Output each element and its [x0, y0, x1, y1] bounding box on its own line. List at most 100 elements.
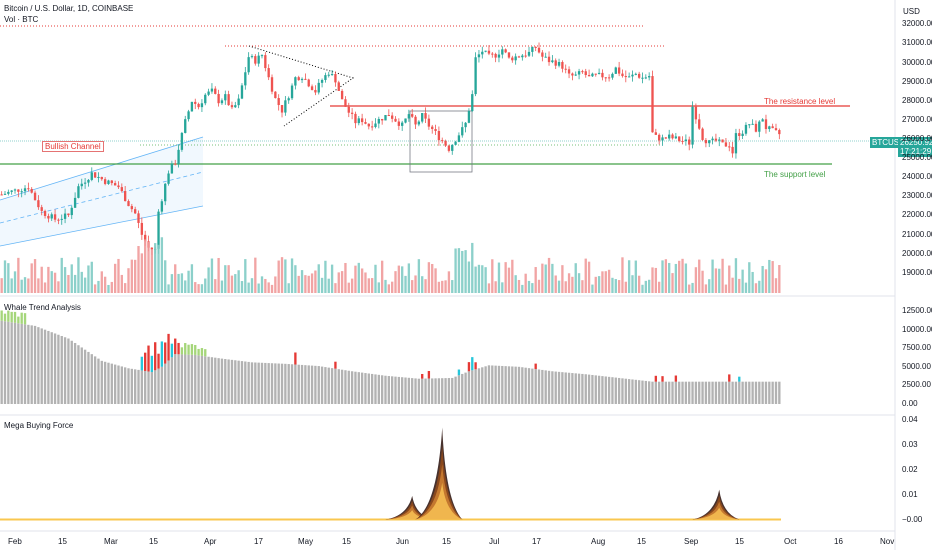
- whale-bar: [711, 381, 714, 404]
- volume-bar: [524, 273, 527, 293]
- whale-bar: [534, 369, 537, 404]
- volume-bar: [80, 271, 83, 293]
- candle-body: [591, 73, 594, 77]
- whale-signal-bar: [467, 362, 471, 372]
- whale-bar: [27, 324, 30, 404]
- volume-bar: [601, 271, 604, 293]
- volume-bar: [631, 275, 634, 293]
- volume-bar: [224, 265, 227, 293]
- whale-bar: [297, 364, 300, 404]
- volume-bar: [627, 260, 631, 293]
- volume-bar: [177, 273, 180, 293]
- whale-bar: [474, 369, 477, 404]
- volume-bar: [0, 278, 3, 293]
- volume-bar: [307, 275, 310, 293]
- whale-bar: [187, 354, 190, 404]
- volume-bar: [164, 260, 167, 293]
- whale-bar: [103, 361, 107, 404]
- candle-body: [778, 130, 781, 135]
- whale-bar: [344, 370, 347, 404]
- candle-body: [554, 60, 557, 66]
- candle-body: [57, 219, 60, 221]
- volume-bar: [681, 258, 684, 293]
- volume-bar: [83, 277, 87, 293]
- volume-bar: [187, 270, 190, 293]
- volume-bar: [511, 259, 514, 293]
- candle-body: [7, 191, 10, 194]
- candle-body: [668, 134, 671, 139]
- candle-body: [728, 146, 731, 148]
- candle-body: [427, 118, 431, 127]
- whale-bar: [77, 345, 80, 404]
- whale-bar: [127, 368, 130, 404]
- candle-body: [100, 176, 103, 180]
- whale-bar: [467, 371, 471, 404]
- volume-bar: [137, 246, 140, 293]
- volume-bar: [391, 281, 394, 293]
- volume-bar: [467, 261, 471, 293]
- whale-signal-bar: [154, 342, 157, 371]
- whale-bar: [471, 370, 474, 404]
- volume-bar: [768, 259, 771, 293]
- whale-bar: [224, 359, 227, 404]
- whale-bar: [664, 381, 668, 404]
- candle-body: [184, 119, 187, 133]
- volume-bar: [718, 268, 721, 293]
- mega-tick: 0.02: [902, 464, 918, 474]
- time-tick: Aug: [591, 537, 606, 546]
- whale-bar: [290, 364, 294, 404]
- candle-body: [391, 115, 394, 119]
- resistance-label: The resistance level: [764, 97, 836, 106]
- time-tick: Apr: [204, 537, 217, 546]
- whale-signal-bar: [457, 369, 461, 376]
- volume-bar: [304, 275, 307, 293]
- candle-body: [467, 111, 471, 123]
- volume-bar: [624, 281, 627, 293]
- whale-signal-bar: [180, 347, 184, 355]
- whale-bar: [340, 369, 344, 404]
- volume-bar: [354, 265, 357, 293]
- candle-body: [60, 218, 63, 220]
- volume-bar: [594, 276, 597, 293]
- candle-body: [718, 139, 721, 141]
- candle-body: [103, 179, 107, 184]
- whale-bar: [123, 367, 127, 404]
- candle-body: [87, 179, 90, 183]
- volume-bar: [678, 260, 681, 293]
- volume-bar: [484, 267, 487, 293]
- price-tick: 26000.00: [902, 133, 932, 143]
- candle-body: [551, 60, 554, 63]
- candle-body: [561, 62, 564, 69]
- whale-bar: [207, 356, 210, 404]
- volume-bar: [744, 282, 748, 293]
- whale-bar: [594, 375, 597, 404]
- whale-bar: [197, 355, 200, 404]
- volume-bar: [77, 257, 80, 293]
- candle-body: [354, 113, 357, 124]
- volume-bar: [661, 260, 664, 293]
- candle-body: [654, 132, 658, 135]
- volume-bar: [123, 283, 127, 293]
- candle-body: [217, 93, 220, 104]
- candle-body: [214, 88, 217, 94]
- candle-body: [264, 55, 267, 69]
- volume-bar: [294, 265, 297, 293]
- candle-body: [367, 123, 370, 127]
- candle-body: [534, 46, 537, 48]
- candle-body: [3, 193, 7, 195]
- whale-bar: [73, 342, 77, 404]
- whale-bar: [53, 333, 57, 404]
- whale-bar: [57, 334, 60, 404]
- volume-bar: [774, 278, 778, 293]
- volume-bar: [337, 272, 340, 293]
- candle-body: [247, 57, 250, 73]
- whale-bar: [67, 338, 70, 404]
- volume-bar: [10, 278, 13, 293]
- volume-bar: [260, 276, 264, 293]
- whale-bar: [307, 365, 310, 404]
- volume-bar: [290, 258, 294, 293]
- candle-body: [337, 82, 340, 91]
- whale-bar: [591, 374, 594, 404]
- whale-bar: [0, 320, 3, 404]
